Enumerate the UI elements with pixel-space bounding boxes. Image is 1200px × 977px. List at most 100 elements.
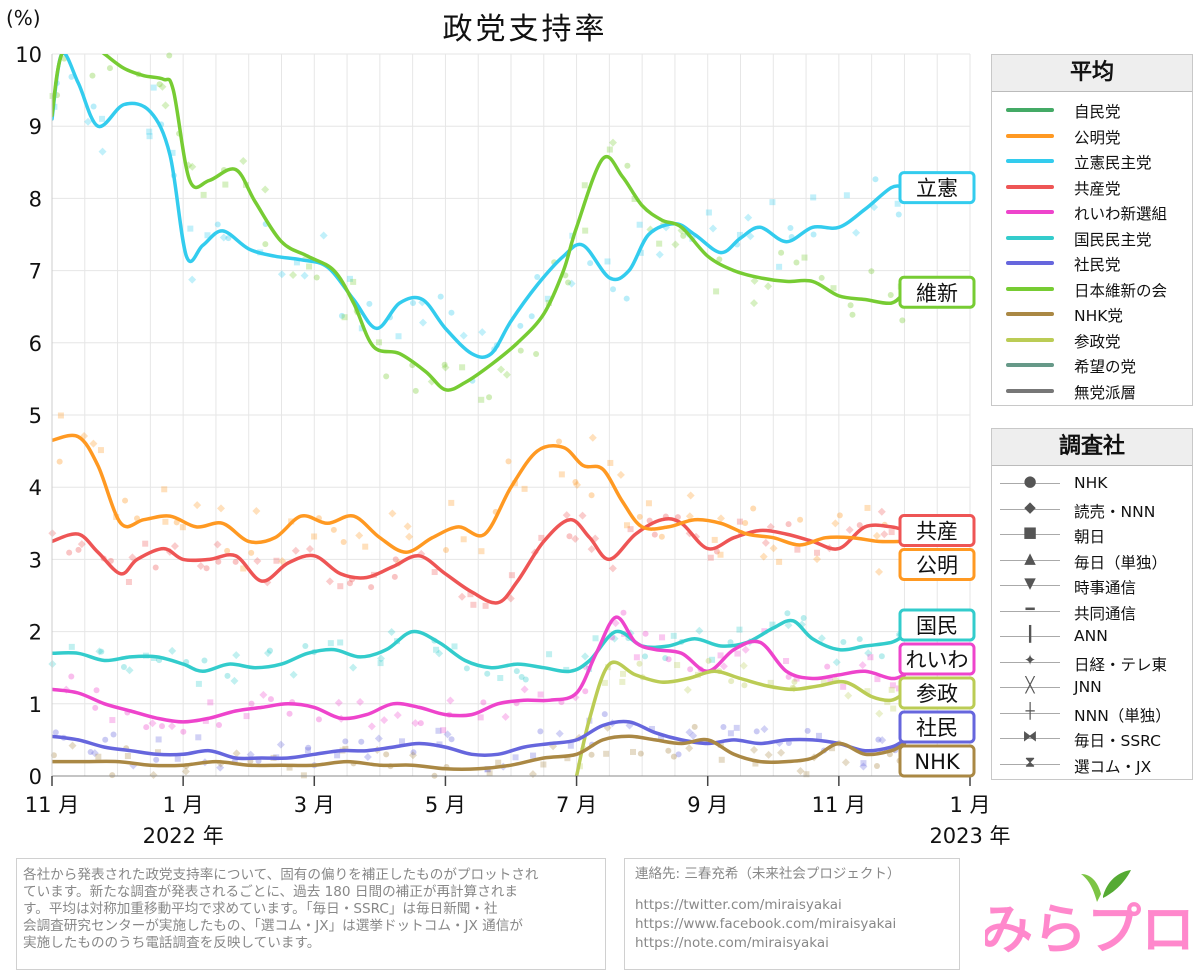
poll-marker: [565, 279, 572, 286]
poll-marker: [528, 313, 535, 320]
facebook-link[interactable]: https://www.facebook.com/miraisyakai: [635, 916, 897, 932]
poll-marker: [173, 519, 180, 526]
poll-marker: [637, 249, 644, 256]
legend-marker-line: [1000, 534, 1060, 535]
poll-marker: [630, 748, 637, 755]
series-tag-label: 公明: [916, 554, 958, 578]
poll-marker: [368, 584, 375, 591]
x-tick-label: 1 月: [163, 793, 204, 817]
poll-marker: [720, 724, 727, 731]
poll-marker: [588, 751, 595, 758]
poll-marker: [122, 497, 129, 504]
series-line-れいわ: [52, 615, 907, 724]
poll-marker: [349, 663, 358, 672]
legend-marker-line: [1000, 585, 1060, 586]
poll-marker: [289, 670, 298, 679]
poll-marker: [864, 688, 871, 695]
legend-marker-icon: ●: [1023, 472, 1037, 490]
legend-label: 選コム・JX: [1074, 757, 1152, 776]
poll-marker: [841, 758, 850, 767]
poll-marker: [102, 736, 109, 743]
poll-marker: [728, 678, 735, 685]
poll-marker: [412, 387, 419, 394]
poll-marker: [232, 651, 241, 660]
poll-marker: [794, 546, 801, 553]
poll-marker: [513, 668, 520, 675]
poll-marker: [362, 543, 369, 550]
poll-marker: [793, 675, 800, 682]
poll-marker: [517, 347, 524, 354]
legend-swatch: [1006, 261, 1054, 265]
poll-marker: [502, 370, 511, 379]
poll-marker: [620, 670, 627, 677]
poll-marker: [878, 653, 885, 660]
poll-marker: [658, 734, 665, 741]
poll-marker: [852, 228, 861, 237]
poll-marker: [528, 770, 537, 779]
series-tag: 立憲: [898, 171, 976, 205]
poll-marker: [383, 751, 390, 758]
poll-marker: [410, 749, 417, 756]
legend-label: 日経・テレ東: [1074, 655, 1168, 674]
legend-pollster-item: ● NHK: [992, 471, 1192, 497]
poll-marker: [358, 738, 365, 745]
poll-marker: [363, 752, 372, 761]
series-tag-box: [898, 171, 976, 205]
note-line: 実施したもののうち電話調査を反映しています。: [23, 935, 321, 951]
note-link[interactable]: https://note.com/miraisyakai: [635, 935, 829, 951]
poll-marker: [830, 285, 837, 292]
poll-marker: [153, 756, 160, 763]
poll-marker: [533, 350, 540, 357]
poll-marker: [750, 276, 759, 285]
poll-marker: [571, 534, 580, 543]
poll-marker: [273, 557, 280, 564]
poll-marker: [168, 722, 177, 731]
note-line: 会調査研究センターが実施したもの、「選コム・JX」は選挙ドットコム・JX 通信が: [23, 918, 523, 934]
poll-marker: [403, 522, 412, 531]
poll-marker: [741, 645, 750, 654]
legend-average-item: 自民党: [992, 97, 1192, 123]
poll-marker: [158, 82, 167, 91]
legend-label: 読売・NNN: [1074, 502, 1156, 521]
poll-marker: [152, 564, 159, 571]
poll-marker: [337, 583, 344, 590]
poll-marker: [289, 270, 298, 279]
legend-label: JNN: [1074, 678, 1102, 696]
poll-marker: [642, 653, 649, 660]
poll-marker: [656, 240, 663, 247]
poll-marker: [395, 333, 402, 340]
y-tick-label: 1: [29, 693, 42, 717]
poll-marker: [888, 529, 895, 536]
legend-swatch: [1006, 337, 1054, 342]
legend-average-item: 希望の党: [992, 352, 1192, 378]
poll-marker: [718, 756, 725, 763]
legend-label: NHK: [1074, 474, 1108, 492]
poll-marker: [778, 249, 785, 256]
legend-marker-icon: ▲: [1024, 548, 1036, 567]
poll-marker: [448, 309, 455, 316]
poll-marker: [374, 734, 383, 743]
poll-marker: [98, 648, 105, 655]
twitter-link[interactable]: https://twitter.com/miraisyakai: [635, 897, 842, 913]
poll-marker: [478, 328, 487, 337]
legend-average-item: 共産党: [992, 174, 1192, 200]
poll-marker: [110, 731, 117, 738]
poll-marker: [606, 146, 613, 153]
axes: 0 1 2 3 4 5 6 7 8 9 10 11 月 1 月 3 月 5 月 7 月 9 月 11 月 1 月 20…: [15, 43, 1010, 848]
poll-marker: [214, 221, 221, 228]
poll-marker: [587, 545, 596, 554]
note-line: ています。新たな調査が発表されるごとに、過去 180 日間の補正が再計算されま: [23, 884, 519, 900]
poll-marker: [150, 84, 157, 91]
poll-marker: [512, 754, 519, 761]
poll-marker: [849, 311, 856, 318]
poll-marker: [313, 274, 320, 281]
legend-pollster-item: ⧗ 選コム・JX: [992, 752, 1192, 778]
poll-marker: [843, 192, 850, 199]
poll-marker: [125, 666, 134, 675]
chart-title: 政党支持率: [442, 12, 608, 47]
poll-marker: [448, 499, 455, 506]
poll-marker: [334, 698, 343, 707]
poll-marker: [633, 654, 640, 661]
poll-marker: [623, 295, 630, 302]
